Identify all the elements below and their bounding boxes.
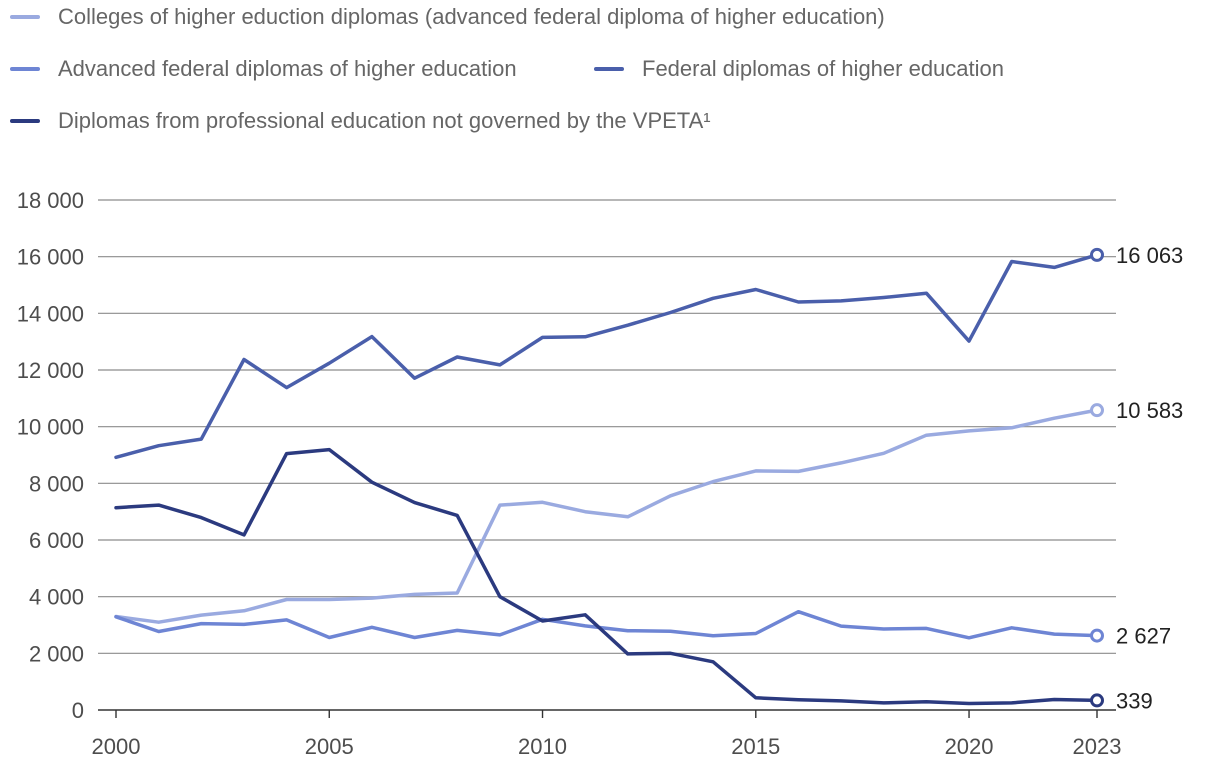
x-tick-label: 2023 [1073, 734, 1122, 759]
legend-swatch-not-vpeta [10, 119, 40, 123]
y-tick-label: 6 000 [29, 528, 84, 553]
series-line-3 [114, 447, 1099, 706]
series-end-point-1 [1090, 628, 1104, 643]
y-tick-label: 4 000 [29, 585, 84, 610]
legend-label-not-vpeta: Diplomas from professional education not… [58, 108, 711, 133]
x-tick-label: 2015 [731, 734, 780, 759]
y-tick-label: 2 000 [29, 641, 84, 666]
legend-item-colleges: Colleges of higher eduction diplomas (ad… [10, 4, 885, 30]
series-end-point-0 [1090, 403, 1104, 418]
x-tick-label: 2010 [518, 734, 567, 759]
legend-item-federal: Federal diplomas of higher education [594, 56, 1004, 82]
legend-item-not-vpeta: Diplomas from professional education not… [10, 108, 711, 134]
legend-label-advanced-federal: Advanced federal diplomas of higher educ… [58, 56, 517, 81]
legend-item-advanced-federal: Advanced federal diplomas of higher educ… [10, 56, 517, 82]
series-line-1 [114, 609, 1099, 640]
chart-legend: Colleges of higher eduction diplomas (ad… [0, 0, 1220, 150]
end-value-label-0: 10 583 [1116, 398, 1183, 423]
x-tick-label: 2020 [945, 734, 994, 759]
legend-label-federal: Federal diplomas of higher education [642, 56, 1005, 81]
y-tick-label: 16 000 [17, 245, 84, 270]
y-tick-label: 12 000 [17, 358, 84, 383]
legend-swatch-federal [594, 67, 624, 71]
end-value-label-1: 2 627 [1116, 624, 1171, 649]
y-tick-label: 18 000 [17, 188, 84, 213]
series-line-2 [114, 253, 1099, 460]
legend-label-colleges: Colleges of higher eduction diplomas (ad… [58, 4, 885, 29]
y-tick-label: 0 [72, 698, 84, 723]
y-tick-label: 10 000 [17, 415, 84, 440]
end-value-label-3: 339 [1116, 688, 1153, 713]
series-end-point-2 [1090, 247, 1104, 262]
end-value-label-2: 16 063 [1116, 243, 1183, 268]
y-tick-label: 14 000 [17, 301, 84, 326]
x-tick-label: 2005 [305, 734, 354, 759]
series-line-0 [114, 408, 1099, 624]
legend-swatch-colleges [10, 15, 40, 19]
series-end-point-3 [1090, 693, 1104, 708]
x-tick-label: 2000 [92, 734, 141, 759]
legend-swatch-advanced-federal [10, 67, 40, 71]
y-tick-label: 8 000 [29, 471, 84, 496]
